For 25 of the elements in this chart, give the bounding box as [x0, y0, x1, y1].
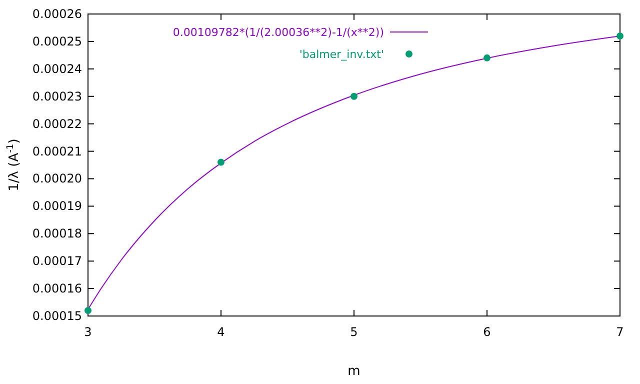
y-tick-label: 0.00026	[32, 7, 82, 21]
x-axis-title: m	[348, 364, 360, 379]
y-tick-label: 0.00022	[32, 116, 82, 131]
x-tick-label: 3	[84, 325, 92, 339]
y-tick-label: 0.00018	[32, 226, 82, 241]
point	[84, 307, 92, 314]
y-tick-label: 0.00019	[32, 199, 82, 214]
y-tick-label: 0.00016	[32, 282, 82, 296]
y-tick-label: 0.00020	[32, 172, 82, 186]
legend-label: 'balmer_inv.txt'	[299, 48, 384, 61]
point	[350, 92, 358, 100]
y-tick-label: 0.00024	[32, 62, 82, 76]
y-tick-label: 0.00015	[32, 309, 82, 323]
y-tick-label: 0.00017	[32, 254, 82, 268]
point	[616, 32, 624, 40]
x-tick-label: 6	[483, 325, 491, 339]
point	[484, 54, 490, 62]
y-tick-label: 0.00021	[32, 144, 82, 158]
x-tick-label: 4	[217, 325, 225, 339]
y-tick-label: 0.00025	[32, 34, 82, 48]
point	[218, 158, 224, 166]
x-tick-label: 5	[350, 325, 358, 339]
y-tick-label: 0.00023	[32, 89, 82, 104]
legend-label: 0.00109782*(1/(2.00036**2)-1/(x**2))	[172, 26, 384, 39]
x-tick-label: 7	[616, 325, 624, 339]
